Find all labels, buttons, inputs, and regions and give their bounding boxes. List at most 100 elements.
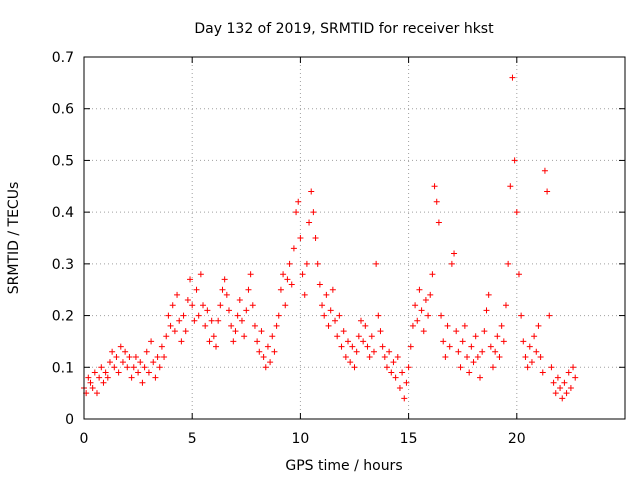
data-point (533, 348, 540, 355)
data-point (416, 286, 423, 293)
data-point (373, 260, 380, 267)
y-tick-label: 0.1 (52, 360, 74, 376)
data-point (93, 390, 100, 397)
data-point (122, 348, 129, 355)
data-point (236, 297, 243, 304)
data-point (470, 359, 477, 366)
data-point (351, 364, 358, 371)
data-point (509, 74, 516, 81)
data-point (163, 333, 170, 340)
data-point (225, 307, 232, 314)
data-point (477, 374, 484, 381)
data-point (124, 364, 131, 371)
data-point (513, 209, 520, 216)
data-point (466, 369, 473, 376)
data-point (446, 343, 453, 350)
data-point (221, 276, 228, 283)
plot-frame (83, 56, 626, 420)
x-tick-label: 20 (508, 431, 526, 447)
data-point (492, 348, 499, 355)
data-point (204, 307, 211, 314)
data-point (429, 271, 436, 278)
data-point (368, 333, 375, 340)
data-point (262, 364, 269, 371)
data-point (306, 219, 313, 226)
data-point (158, 343, 165, 350)
y-tick-label: 0.7 (52, 50, 74, 66)
data-point (559, 395, 566, 402)
data-point (485, 291, 492, 298)
data-point (481, 328, 488, 335)
data-point (572, 374, 579, 381)
data-point (544, 188, 551, 195)
data-point (247, 271, 254, 278)
data-point (241, 333, 248, 340)
data-point (254, 338, 261, 345)
data-point (258, 328, 265, 335)
data-point (388, 369, 395, 376)
data-point (187, 276, 194, 283)
data-point (180, 312, 187, 319)
data-point (191, 317, 198, 324)
data-point (526, 343, 533, 350)
y-axis-label: SRMTID / TECUs (6, 182, 22, 295)
data-point (303, 260, 310, 267)
data-point (567, 384, 574, 391)
data-point (355, 333, 362, 340)
data-point (505, 260, 512, 267)
data-point (498, 322, 505, 329)
data-point (338, 343, 345, 350)
data-point (453, 328, 460, 335)
data-point (422, 297, 429, 304)
y-tick-label: 0 (65, 412, 74, 428)
data-point (288, 281, 295, 288)
data-point (277, 286, 284, 293)
data-point (113, 353, 120, 360)
data-point (409, 322, 416, 329)
data-point (448, 260, 455, 267)
data-point (518, 312, 525, 319)
data-point (232, 328, 239, 335)
data-point (275, 312, 282, 319)
data-point (494, 333, 501, 340)
data-point (500, 338, 507, 345)
data-point (329, 286, 336, 293)
data-point (507, 183, 514, 190)
data-point (271, 348, 278, 355)
data-point (182, 328, 189, 335)
data-point (541, 167, 548, 174)
data-point (407, 343, 414, 350)
axis-ticks (83, 56, 625, 420)
data-point (128, 374, 135, 381)
data-point (301, 291, 308, 298)
data-point (148, 338, 155, 345)
chart-title: Day 132 of 2019, SRMTID for receiver hks… (194, 21, 494, 37)
data-point (106, 359, 113, 366)
data-point (334, 333, 341, 340)
data-point (399, 369, 406, 376)
data-point (345, 338, 352, 345)
data-point (362, 322, 369, 329)
data-point (489, 364, 496, 371)
data-point (228, 322, 235, 329)
data-point (197, 271, 204, 278)
data-point (104, 374, 111, 381)
y-tick-label: 0.4 (52, 205, 74, 221)
x-tick-label: 10 (291, 431, 309, 447)
data-point (511, 157, 518, 164)
data-point (539, 369, 546, 376)
data-point (457, 364, 464, 371)
data-point (150, 359, 157, 366)
data-point (256, 348, 263, 355)
data-point (392, 374, 399, 381)
data-point (314, 260, 321, 267)
data-point (87, 379, 94, 386)
data-point (472, 333, 479, 340)
data-point (570, 364, 577, 371)
data-point (535, 322, 542, 329)
data-point (440, 338, 447, 345)
data-point (152, 374, 159, 381)
data-point (442, 353, 449, 360)
x-tick-label: 5 (188, 431, 197, 447)
